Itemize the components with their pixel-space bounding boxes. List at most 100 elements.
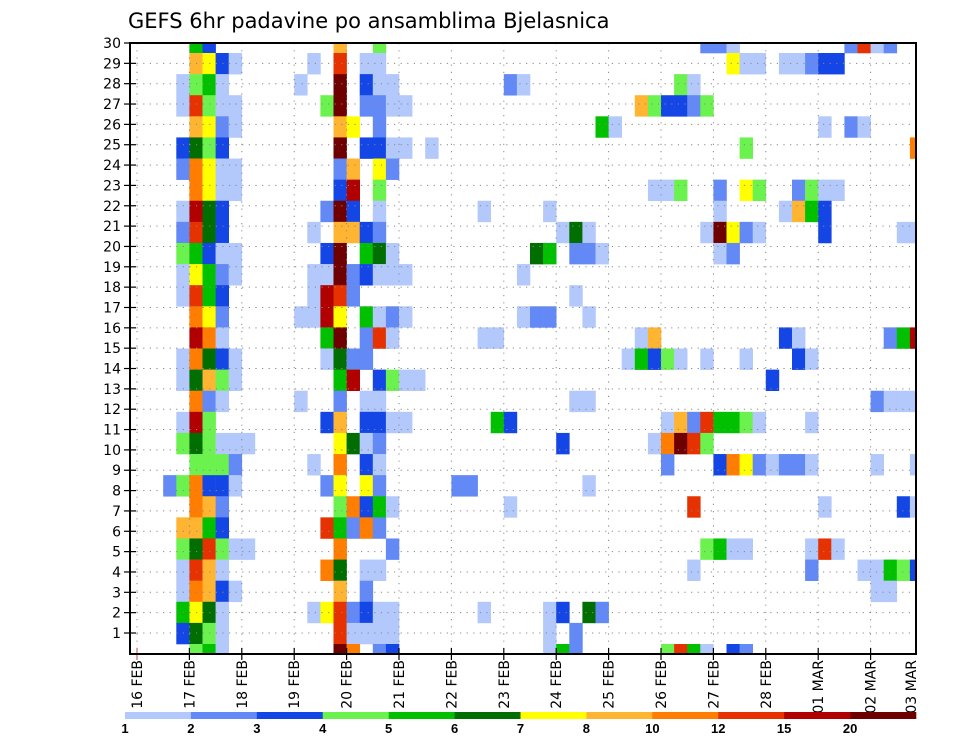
heatmap-cell	[202, 242, 216, 265]
heatmap-cell	[333, 348, 347, 370]
heatmap-cell	[739, 411, 753, 434]
x-axis: 16 FEB 17 FEB 18 FEB 19 FEB 20 FEB 21 FEB 22 F…	[130, 648, 920, 714]
heatmap-cell	[333, 622, 347, 645]
y-tick-label: 10	[103, 443, 121, 459]
heatmap-cell	[202, 74, 216, 96]
heatmap-cell	[215, 264, 229, 286]
heatmap-cell	[372, 95, 387, 117]
heatmap-cell	[870, 390, 884, 413]
heatmap-cell	[700, 43, 714, 54]
heatmap-cell	[228, 116, 243, 138]
heatmap-cell	[215, 200, 229, 223]
heatmap-cell	[202, 43, 216, 54]
x-tick-label: 01 MAR	[811, 660, 827, 714]
heatmap-cell	[634, 327, 649, 349]
heatmap-cell	[228, 242, 243, 265]
heatmap-cell	[189, 496, 203, 518]
heatmap-cell	[346, 200, 360, 223]
heatmap-cell	[726, 644, 740, 655]
heatmap-cell	[333, 601, 347, 624]
heatmap-cell	[818, 116, 832, 138]
heatmap-cell	[739, 53, 753, 75]
heatmap-cell	[215, 158, 229, 180]
heatmap-cell	[687, 559, 701, 581]
heatmap-cell	[228, 580, 243, 603]
heatmap-cell	[189, 411, 203, 434]
heatmap-cell	[215, 559, 229, 581]
heatmap-cell	[333, 538, 347, 560]
heatmap-cell	[490, 411, 505, 434]
x-tick-label: 20 FEB	[340, 660, 356, 709]
heatmap-cell	[792, 200, 806, 223]
heatmap-cell	[687, 432, 701, 455]
heatmap-cell	[726, 454, 740, 476]
heatmap-cell	[700, 538, 714, 560]
heatmap-cell	[215, 601, 229, 624]
heatmap-cell	[477, 200, 491, 223]
colorbar-label: 3	[253, 721, 260, 736]
heatmap-cell	[333, 221, 347, 244]
y-tick-label: 22	[103, 199, 121, 215]
heatmap-cell	[543, 242, 557, 265]
y-tick-label: 1	[112, 626, 121, 642]
heatmap-cell	[909, 137, 917, 159]
y-tick-label: 2	[112, 606, 121, 622]
heatmap-cell	[333, 432, 347, 455]
heatmap-cell	[307, 601, 321, 624]
heatmap-cell	[189, 327, 203, 349]
x-tick-label: 23 FEB	[497, 660, 513, 709]
y-tick-label: 26	[103, 117, 121, 133]
heatmap-cell	[661, 348, 675, 370]
heatmap-cell	[713, 179, 727, 202]
y-tick-label: 16	[103, 321, 121, 337]
heatmap-cell	[333, 116, 347, 138]
y-tick-label: 8	[112, 484, 121, 500]
heatmap-cell	[189, 454, 203, 476]
heatmap-cell	[320, 559, 334, 581]
heatmap-cell	[359, 601, 374, 624]
heatmap-cell	[372, 517, 387, 539]
heatmap-cell	[739, 644, 753, 655]
heatmap-cell	[202, 601, 216, 624]
heatmap-cell	[359, 264, 374, 286]
heatmap-cell	[202, 496, 216, 518]
heatmap-cell	[189, 475, 203, 497]
heatmap-cell	[687, 496, 701, 518]
heatmap-cell	[372, 369, 387, 392]
heatmap-cell	[333, 158, 347, 180]
heatmap-cell	[202, 137, 216, 159]
heatmap-cell	[726, 221, 740, 244]
heatmap-cell	[176, 475, 190, 497]
heatmap-cell	[490, 327, 505, 349]
heatmap-cell	[346, 432, 360, 455]
heatmap-cell	[831, 538, 845, 560]
heatmap-cell	[713, 221, 727, 244]
y-tick-label: 6	[112, 524, 121, 540]
heatmap-cell	[333, 369, 347, 392]
heatmap-cell	[661, 644, 675, 655]
heatmap-cell	[372, 644, 387, 655]
heatmap-cell	[372, 137, 387, 159]
heatmap-cell	[189, 538, 203, 560]
heatmap-cell	[503, 74, 518, 96]
heatmap-cell	[870, 559, 884, 581]
heatmap-cell	[189, 644, 203, 655]
y-tick-label: 7	[112, 504, 121, 520]
heatmap-cell	[333, 411, 347, 434]
heatmap-cell	[647, 327, 662, 349]
heatmap-cell	[870, 580, 884, 603]
heatmap-cell	[176, 622, 190, 645]
heatmap-cell	[464, 475, 478, 497]
heatmap-cell	[202, 327, 216, 349]
heatmap-cell	[359, 306, 374, 328]
heatmap-cell	[818, 200, 832, 223]
colorbar: 1 2 3 4 5 6 7 8 10 12 15 20	[121, 712, 917, 736]
colorbar-swatch	[322, 712, 389, 719]
heatmap-cell	[333, 285, 347, 307]
heatmap-cell	[739, 538, 753, 560]
colorbar-swatch	[652, 712, 719, 719]
heatmap-cell	[805, 538, 819, 560]
heatmap-cell	[582, 306, 596, 328]
heatmap-cell	[372, 53, 387, 75]
heatmap-cell	[477, 601, 491, 624]
